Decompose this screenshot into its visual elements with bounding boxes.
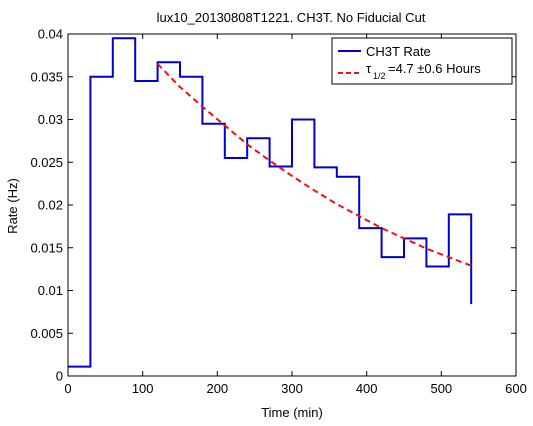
y-tick-label: 0.02 [38, 198, 63, 213]
x-tick-label: 100 [132, 381, 154, 396]
series-halflife-fit-line [156, 63, 472, 267]
legend-tau-subscript: 1/2 [373, 71, 386, 81]
x-tick-label: 300 [281, 381, 303, 396]
series-layer [68, 37, 473, 368]
legend-label-fit: =4.7 ±0.6 Hours [388, 61, 481, 76]
y-tick-label: 0.025 [30, 155, 63, 170]
plot-area [68, 34, 516, 376]
x-tick-label: 0 [64, 381, 71, 396]
x-tick-labels: 0 100 200 300 400 500 600 [64, 381, 526, 396]
plot-frame [67, 33, 517, 377]
y-tick-label: 0.005 [30, 326, 63, 341]
y-tick-label: 0.03 [38, 112, 63, 127]
y-tick-label: 0 [56, 369, 63, 384]
legend: CH3T Rate τ 1/2 =4.7 ±0.6 Hours [331, 37, 513, 85]
x-tick-label: 200 [206, 381, 228, 396]
y-tick-labels: 0 0.005 0.01 0.015 0.02 0.025 0.03 0.035 0.04 [30, 27, 63, 384]
y-axis-label: Rate (Hz) [5, 178, 20, 234]
x-tick-label: 500 [430, 381, 452, 396]
x-tick-label: 400 [356, 381, 378, 396]
legend-box [331, 37, 513, 85]
y-tick-label: 0.01 [38, 283, 63, 298]
y-tick-label: 0.04 [38, 27, 63, 42]
x-tick-label: 600 [505, 381, 527, 396]
y-tick-label: 0.035 [30, 69, 63, 84]
x-axis-label: Time (min) [261, 405, 323, 420]
chart-title: lux10_20130808T1221. CH3T. No Fiducial C… [157, 10, 426, 25]
legend-tau-symbol: τ [366, 61, 372, 76]
y-tick-label: 0.015 [30, 240, 63, 255]
legend-label-rate: CH3T Rate [366, 44, 431, 59]
